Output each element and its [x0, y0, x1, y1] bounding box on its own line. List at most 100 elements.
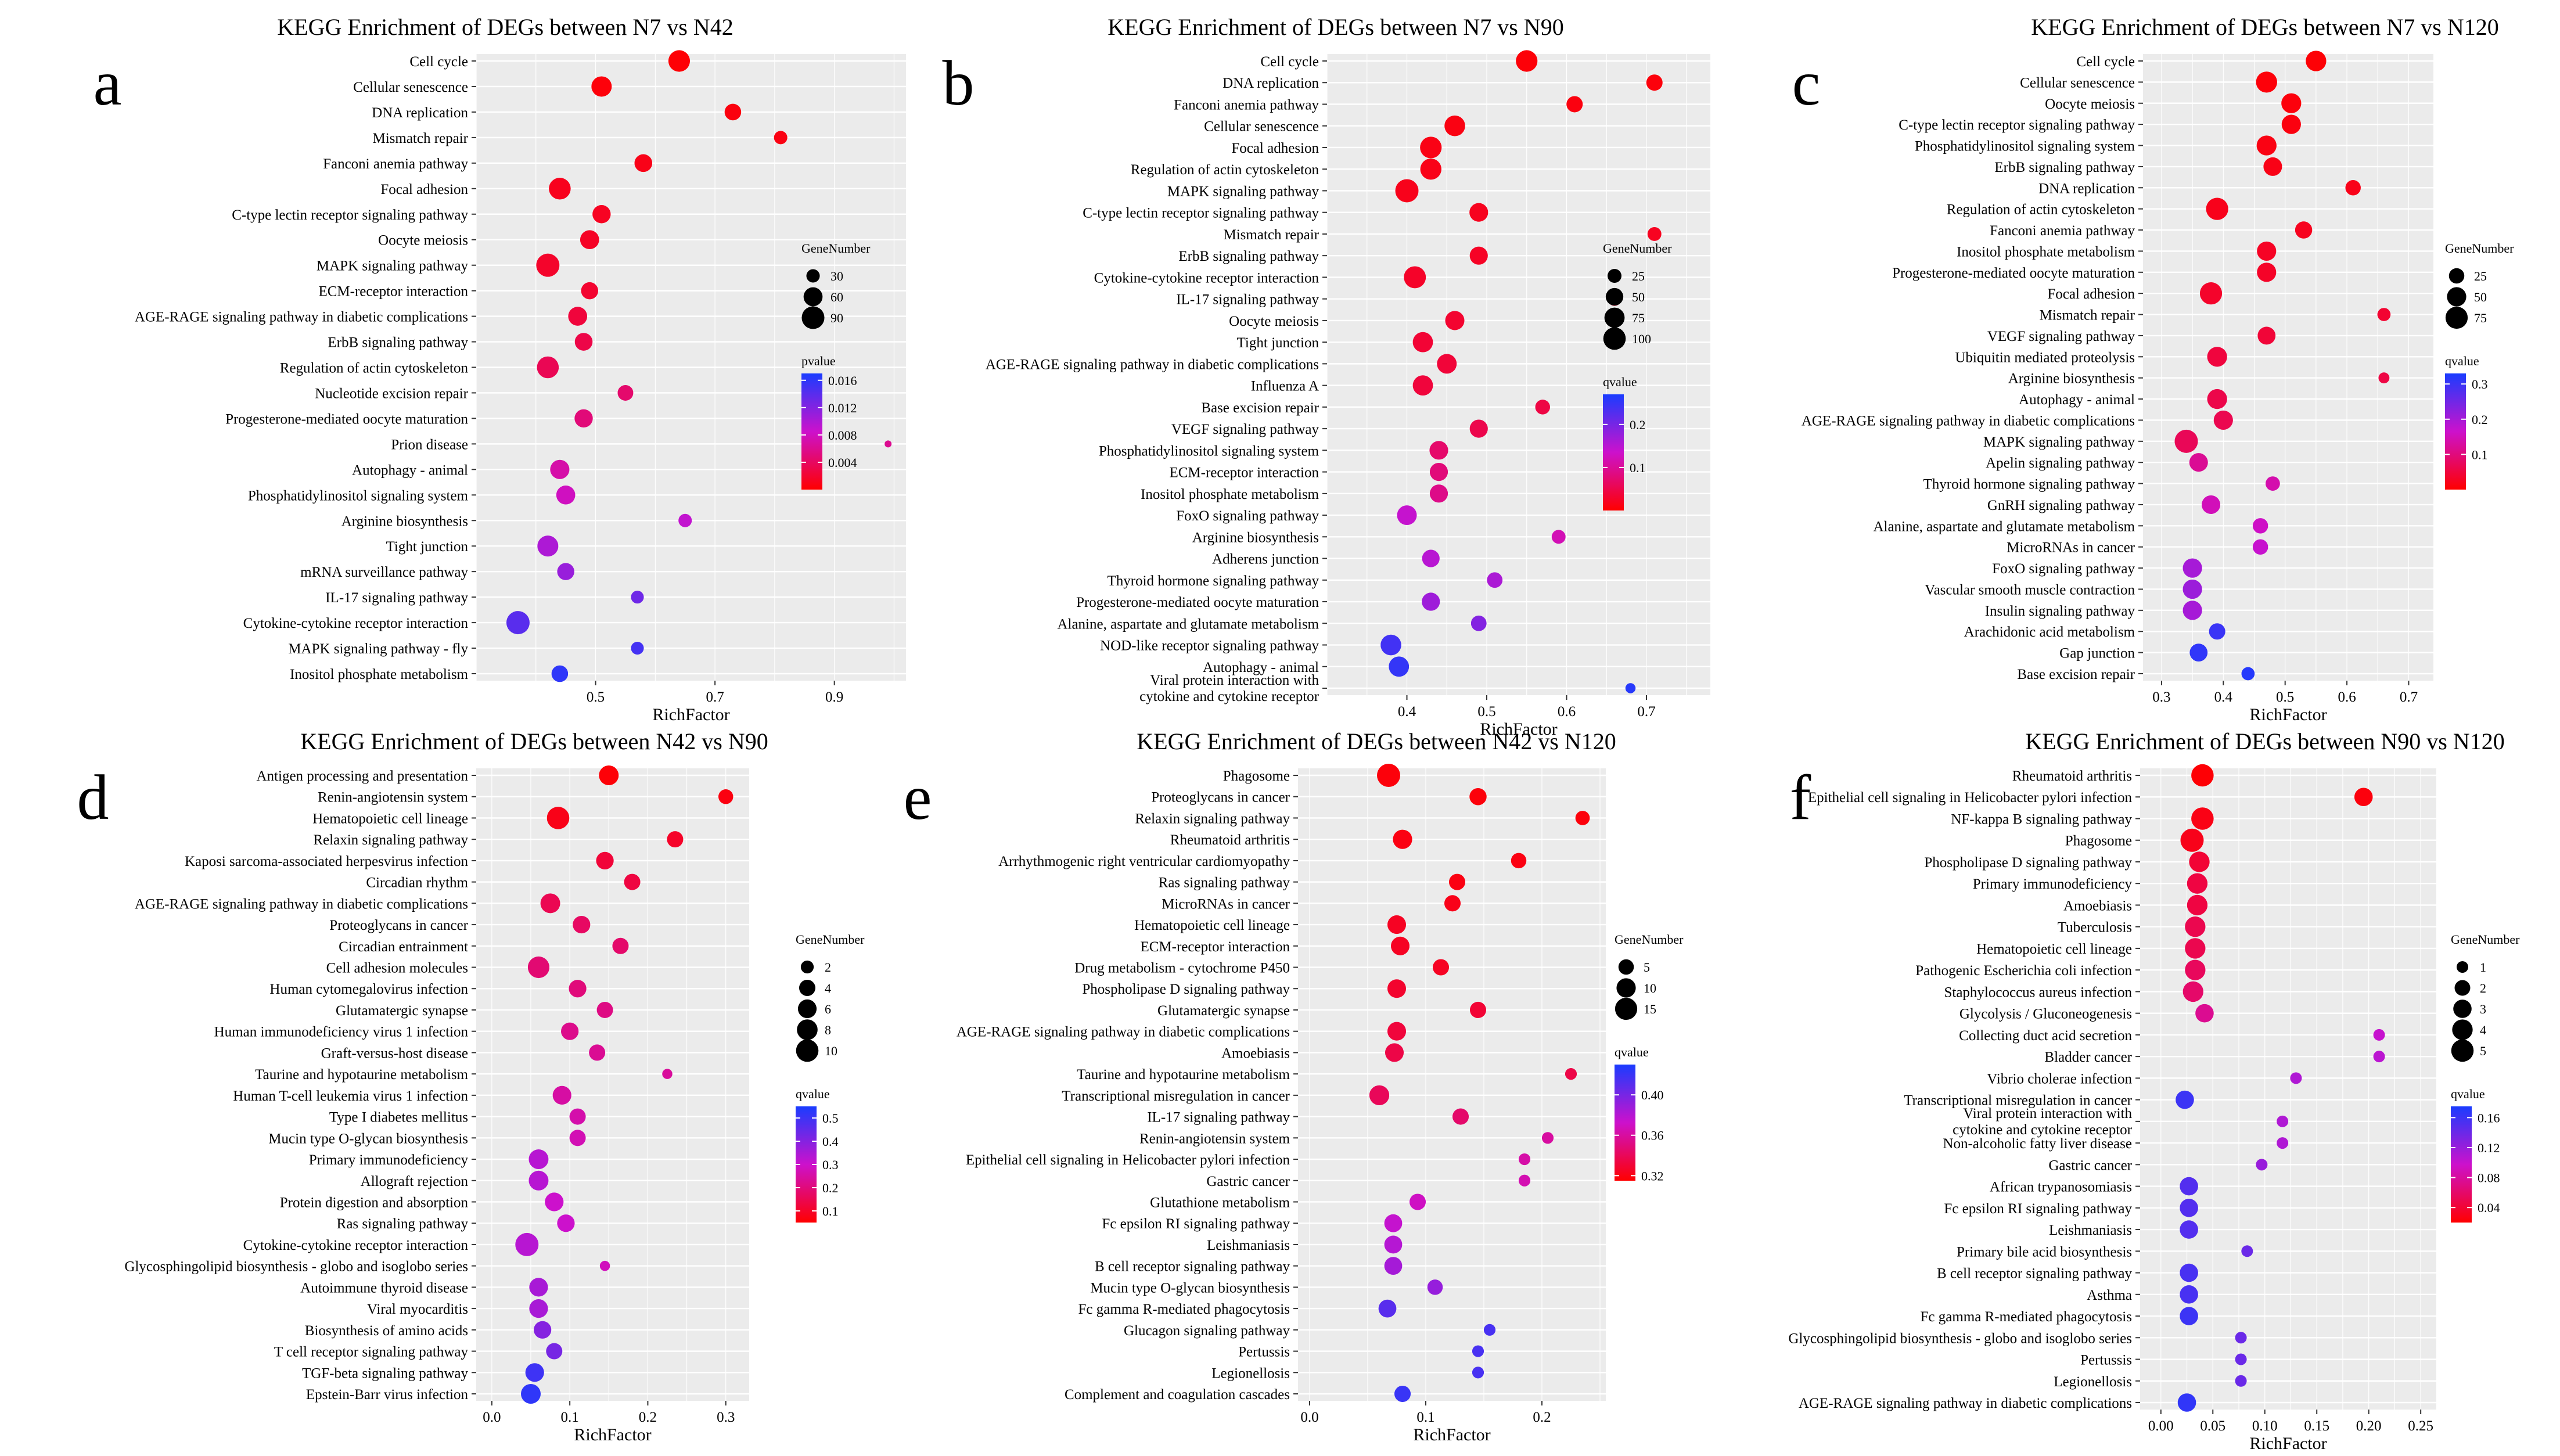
size-legend-label: 60 — [830, 290, 843, 304]
color-bar-label: 0.08 — [2478, 1171, 2500, 1185]
data-point — [1389, 656, 1410, 677]
y-tick-label: C-type lectin receptor signaling pathway — [1083, 206, 1319, 221]
data-point — [536, 253, 560, 277]
y-tick-label: Phagosome — [1223, 768, 1290, 784]
y-tick-label: Epstein-Barr virus infection — [306, 1387, 469, 1403]
y-tick-label: Phospholipase D signaling pathway — [1082, 982, 1290, 997]
data-point — [1518, 1153, 1531, 1166]
y-tick-label: Transcriptional misregulation in cancer — [1062, 1088, 1290, 1104]
data-point — [2176, 1090, 2194, 1109]
size-legend-dot — [1604, 307, 1625, 328]
size-legend-dot — [800, 960, 814, 974]
data-point — [1469, 203, 1488, 222]
data-point — [1390, 936, 1410, 955]
y-tick-label: Epithelial cell signaling in Helicobacte… — [966, 1152, 1290, 1168]
data-point — [1647, 227, 1662, 241]
x-tick-label: 0.20 — [2356, 1418, 2382, 1434]
data-point — [596, 851, 614, 870]
y-tick-label: Inositol phosphate metabolism — [290, 667, 468, 682]
data-point — [506, 611, 530, 635]
data-point — [1387, 1022, 1407, 1041]
y-tick-label: C-type lectin receptor signaling pathway — [1899, 117, 2135, 133]
data-point — [1437, 354, 1457, 374]
color-bar-label: 0.32 — [1641, 1169, 1664, 1183]
y-tick-label: Human T-cell leukemia virus 1 infection — [233, 1088, 468, 1104]
y-tick-label: MAPK signaling pathway — [1983, 434, 2135, 450]
chart-title: KEGG Enrichment of DEGs between N7 vs N1… — [2031, 14, 2498, 40]
data-point — [596, 1001, 613, 1018]
data-point — [2256, 71, 2277, 93]
chart-title: KEGG Enrichment of DEGs between N7 vs N4… — [277, 14, 733, 40]
data-point — [612, 937, 629, 954]
size-legend-dot — [1608, 269, 1621, 283]
size-legend-label: 100 — [1632, 332, 1651, 346]
size-legend-label: 4 — [825, 981, 831, 995]
color-legend-title: qvalue — [1615, 1045, 1649, 1059]
y-tick-label: Autophagy - animal — [1203, 660, 1319, 675]
plot-background — [1327, 54, 1710, 695]
y-tick-label: AGE-RAGE signaling pathway in diabetic c… — [1799, 1396, 2132, 1411]
data-point — [545, 1192, 564, 1211]
y-tick-label: Renin-angiotensin system — [318, 790, 469, 806]
data-point — [2183, 579, 2202, 599]
data-point — [2263, 157, 2282, 176]
y-tick-label: NF-kappa B signaling pathway — [1951, 811, 2132, 827]
y-tick-label: Focal adhesion — [380, 182, 468, 197]
color-bar-label: 0.1 — [1630, 461, 1646, 475]
x-tick-label: 0.10 — [2252, 1418, 2278, 1434]
color-bar — [2445, 373, 2466, 490]
x-tick-label: 0.3 — [2152, 689, 2170, 705]
y-tick-label: Phosphatidylinositol signaling system — [1915, 139, 2135, 154]
data-point — [1378, 1299, 1397, 1318]
size-legend-dot — [796, 1039, 819, 1062]
y-tick-label: Relaxin signaling pathway — [313, 832, 468, 848]
y-tick-label: Phosphatidylinositol signaling system — [1099, 443, 1319, 459]
x-tick-label: 0.4 — [2214, 689, 2233, 705]
data-point — [1566, 96, 1583, 113]
y-tick-label: Glutamatergic synapse — [336, 1003, 468, 1019]
size-legend-dot — [797, 1019, 818, 1040]
y-tick-label: ECM-receptor interaction — [1169, 465, 1319, 481]
data-point — [1518, 1174, 1531, 1187]
data-point — [2180, 1199, 2198, 1217]
size-legend-dot — [2448, 268, 2465, 284]
y-tick-label: Pathogenic Escherichia coli infection — [1915, 963, 2132, 979]
data-point — [1469, 246, 1488, 265]
panel-label: d — [77, 762, 109, 833]
size-legend-label: 2 — [2480, 981, 2486, 995]
y-tick-label: ErbB signaling pathway — [1994, 160, 2135, 175]
chart-title: KEGG Enrichment of DEGs between N90 vs N… — [2025, 728, 2504, 754]
y-tick-label: Mucin type O-glycan biosynthesis — [268, 1131, 468, 1146]
y-tick-label: VEGF signaling pathway — [1987, 329, 2135, 344]
y-tick-label: Rheumatoid arthritis — [1170, 832, 1290, 848]
data-point — [2256, 1159, 2268, 1171]
size-legend-label: 5 — [2480, 1044, 2486, 1058]
y-tick-label: Hematopoietic cell lineage — [1134, 918, 1290, 933]
data-point — [1420, 159, 1441, 180]
size-legend-dot — [1618, 959, 1634, 975]
data-point — [2189, 453, 2208, 472]
data-point — [2189, 643, 2208, 662]
y-tick-label: NOD-like receptor signaling pathway — [1100, 638, 1319, 654]
x-axis-label: RichFactor — [2249, 1434, 2327, 1453]
color-bar-label: 0.2 — [822, 1181, 839, 1195]
data-point — [515, 1232, 539, 1256]
y-tick-label: Mismatch repair — [372, 131, 468, 146]
y-tick-label: Proteoglycans in cancer — [1151, 790, 1290, 806]
y-tick-label: Asthma — [2087, 1288, 2132, 1303]
x-tick-label: 0.9 — [825, 689, 843, 705]
chart-title: KEGG Enrichment of DEGs between N42 vs N… — [1137, 728, 1616, 754]
y-tick-label: DNA replication — [2038, 181, 2135, 196]
data-point — [2183, 601, 2202, 620]
data-point — [1646, 74, 1663, 91]
y-tick-label: Collecting duct acid secretion — [1959, 1028, 2132, 1044]
x-tick-label: 0.3 — [717, 1410, 735, 1425]
y-tick-label: ErbB signaling pathway — [1178, 249, 1319, 264]
size-legend-label: 75 — [1632, 311, 1645, 325]
data-point — [1452, 1108, 1469, 1125]
size-legend-label: 25 — [1632, 269, 1645, 283]
x-tick-label: 0.2 — [1533, 1410, 1551, 1425]
y-tick-label: Vascular smooth muscle contraction — [1925, 582, 2135, 598]
y-tick-label: IL-17 signaling pathway — [1147, 1110, 1290, 1126]
y-tick-label: Regulation of actin cytoskeleton — [1131, 162, 1319, 178]
